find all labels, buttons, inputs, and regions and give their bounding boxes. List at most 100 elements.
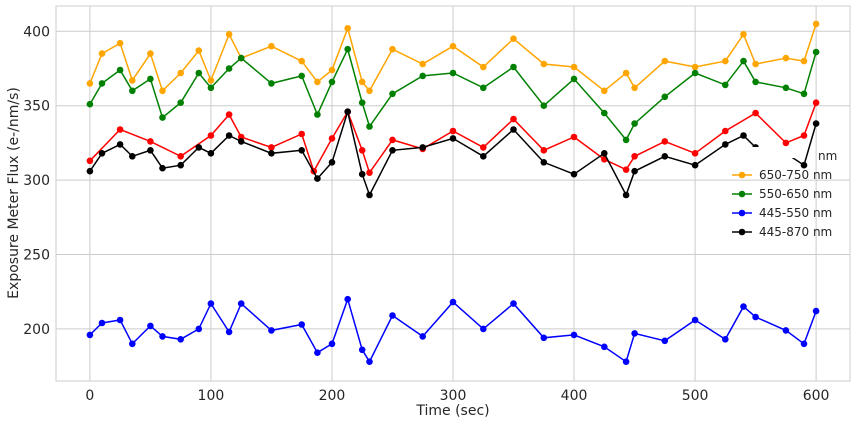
data-point xyxy=(691,69,699,77)
data-point xyxy=(782,327,790,334)
data-point xyxy=(298,147,306,154)
data-point xyxy=(129,77,136,84)
legend: nm 650-750 nm 550-650 nm 445-550 nm 445-870 … xyxy=(730,147,837,239)
data-point xyxy=(740,31,747,38)
data-point xyxy=(225,111,233,118)
data-point xyxy=(268,144,275,151)
legend-marker xyxy=(738,228,746,236)
data-point xyxy=(195,69,203,77)
data-point xyxy=(147,147,154,154)
data-point xyxy=(314,111,321,118)
data-point xyxy=(510,300,517,307)
data-point xyxy=(782,84,790,92)
data-point xyxy=(661,93,669,101)
data-point xyxy=(177,69,184,77)
data-point xyxy=(622,166,630,173)
data-point xyxy=(722,141,729,148)
data-point xyxy=(601,150,608,157)
data-point xyxy=(540,102,548,109)
data-point xyxy=(225,328,233,336)
plot-area-frame xyxy=(55,5,851,382)
legend-label: 650-750 nm xyxy=(759,168,832,182)
data-point xyxy=(570,133,578,141)
data-point xyxy=(480,144,487,151)
data-point xyxy=(147,75,154,83)
data-point xyxy=(510,126,517,133)
series-line xyxy=(89,23,817,93)
data-point xyxy=(86,100,94,108)
legend-item: 550-650 nm xyxy=(732,187,832,201)
data-point xyxy=(540,147,548,154)
data-point xyxy=(358,346,366,354)
data-point xyxy=(159,114,166,121)
legend-label: 445-870 nm xyxy=(759,225,832,239)
data-point xyxy=(358,99,366,106)
data-point xyxy=(116,141,124,148)
data-point xyxy=(328,78,336,86)
data-point xyxy=(207,77,215,84)
data-point xyxy=(366,191,373,199)
y-tick-label: 250 xyxy=(23,248,50,264)
data-point xyxy=(389,136,396,144)
data-point xyxy=(752,313,759,321)
data-point xyxy=(389,90,396,98)
data-point xyxy=(540,334,548,342)
data-point xyxy=(344,295,352,303)
data-point xyxy=(225,65,233,72)
data-point xyxy=(147,50,154,57)
data-point xyxy=(722,81,729,89)
x-tick-label: 400 xyxy=(561,388,588,404)
x-tick-label: 200 xyxy=(319,388,346,404)
data-point xyxy=(86,80,94,87)
data-point xyxy=(159,87,166,95)
data-point xyxy=(207,300,215,307)
data-point xyxy=(328,159,336,166)
data-point xyxy=(570,331,578,339)
legend-label: nm xyxy=(818,149,837,163)
data-point xyxy=(631,84,638,92)
data-point xyxy=(237,138,245,145)
data-point xyxy=(800,90,808,98)
data-point xyxy=(177,161,184,169)
data-point xyxy=(389,147,396,154)
data-point xyxy=(298,321,306,328)
x-tick-label: 500 xyxy=(682,388,709,404)
data-point xyxy=(86,331,94,339)
data-point xyxy=(631,153,638,160)
data-point xyxy=(510,63,517,71)
x-tick-label: 300 xyxy=(440,388,467,404)
data-point xyxy=(800,161,808,169)
data-point xyxy=(691,150,699,157)
data-point xyxy=(328,135,336,142)
y-axis-label: Exposure Meter Flux (e-/nm/s) xyxy=(6,87,22,299)
data-point xyxy=(449,127,457,135)
data-point xyxy=(812,48,820,56)
data-point xyxy=(540,159,548,166)
data-point xyxy=(358,147,366,154)
data-point xyxy=(722,336,729,343)
data-point xyxy=(622,136,630,144)
data-point xyxy=(540,60,548,68)
data-point xyxy=(98,150,106,157)
data-point xyxy=(358,78,366,86)
data-point xyxy=(298,72,306,80)
data-point xyxy=(195,325,203,333)
series-line xyxy=(89,47,817,142)
y-tick-label: 200 xyxy=(23,322,50,338)
data-point xyxy=(691,161,699,169)
data-point xyxy=(752,109,759,117)
data-point xyxy=(752,78,759,86)
legend-item: 445-870 nm xyxy=(732,225,832,239)
data-point xyxy=(268,327,275,334)
data-point xyxy=(622,191,630,199)
data-point xyxy=(129,340,136,348)
data-point xyxy=(366,87,373,95)
data-point xyxy=(129,153,136,160)
data-point xyxy=(358,170,366,178)
data-point xyxy=(389,45,396,53)
data-point xyxy=(480,325,487,333)
data-point xyxy=(510,35,517,42)
data-point xyxy=(225,31,233,38)
data-point xyxy=(691,63,699,71)
tick-labels: 0 100 200 300 400 500 600 200 250 300 350 400 xyxy=(23,24,829,404)
